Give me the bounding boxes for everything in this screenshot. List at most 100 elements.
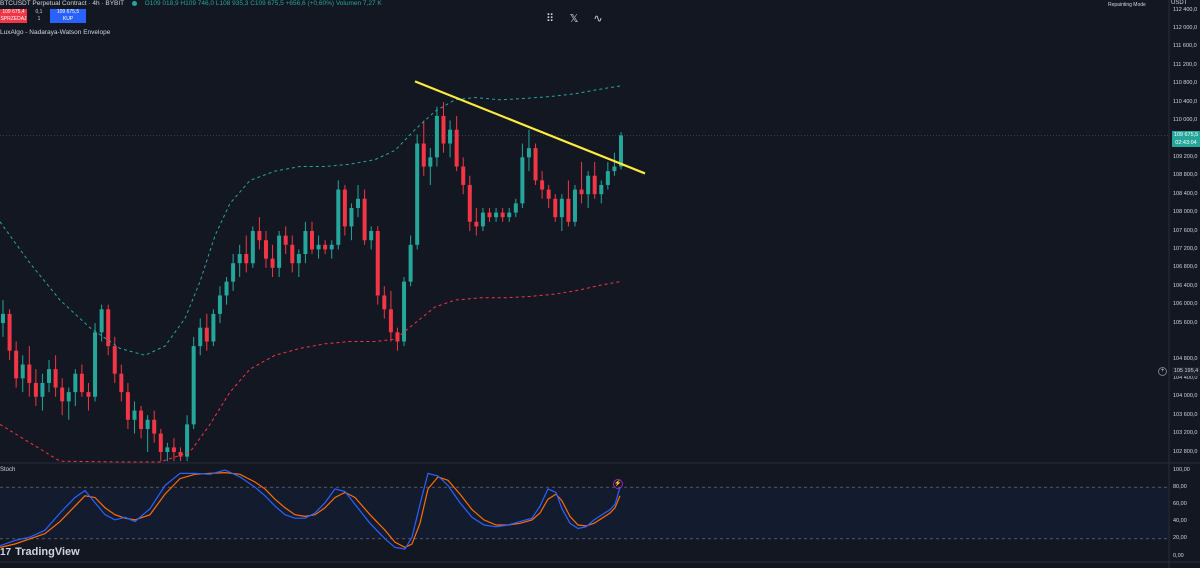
candle-body — [572, 189, 577, 222]
stoch-layer — [0, 469, 621, 550]
candle-body — [171, 447, 176, 452]
stoch-tick-label: 40,00 — [1173, 518, 1187, 525]
price-tick-label: 108 800,0 — [1173, 172, 1198, 179]
envelope-upper-line — [0, 85, 621, 356]
candle-body — [461, 166, 466, 185]
candle-body — [382, 295, 387, 310]
candle-body — [402, 281, 407, 342]
candle-body — [586, 175, 591, 195]
candle-body — [211, 313, 216, 342]
candle-body — [7, 313, 12, 351]
candle-body — [60, 387, 65, 402]
price-tick-label: 104 000,0 — [1173, 393, 1198, 400]
candle-body — [132, 410, 137, 420]
candle-body — [139, 410, 144, 429]
candle-body — [191, 346, 196, 425]
candle-body — [428, 157, 433, 167]
candle-body — [40, 382, 45, 397]
candle-body — [303, 231, 308, 255]
candles-layer — [1, 102, 623, 462]
candle-body — [421, 143, 426, 167]
candle-body — [316, 244, 321, 250]
candle-body — [86, 392, 91, 397]
price-tick-label: 109 200,0 — [1173, 153, 1198, 160]
spread-value: 0,1 — [35, 9, 43, 15]
candle-body — [185, 424, 190, 457]
repainting-label: Repainting Mode — [1108, 1, 1146, 8]
stoch-tick-label: 100,00 — [1173, 466, 1190, 473]
candle-body — [224, 281, 229, 296]
candle-body — [178, 452, 183, 457]
candle-body — [579, 189, 584, 195]
symbol-info[interactable]: BTCUSDT Perpetual Contract · 4h · BYBIT — [0, 0, 125, 7]
stoch-band — [0, 487, 1168, 539]
add-alert-icon[interactable]: + — [1158, 367, 1167, 376]
candle-body — [533, 148, 538, 181]
candle-body — [257, 231, 262, 241]
logo-text: TradingView — [15, 546, 80, 558]
price-tick-label: 111 200,0 — [1173, 61, 1197, 68]
stoch-tick-label: 20,00 — [1173, 535, 1187, 542]
candle-body — [375, 231, 380, 296]
candle-body — [566, 198, 571, 222]
candle-body — [93, 332, 98, 397]
candle-body — [434, 115, 439, 158]
candle-body — [474, 221, 479, 227]
candle-body — [270, 258, 275, 268]
stoch-d-line — [0, 471, 621, 549]
marked-price: 105 195,4 — [1172, 367, 1200, 376]
candle-body — [53, 369, 58, 388]
x-close-icon[interactable]: 𝕏 — [569, 12, 579, 25]
price-tick-label: 106 000,0 — [1173, 301, 1198, 308]
candle-body — [217, 295, 222, 314]
candle-body — [605, 171, 610, 185]
price-tick-label: 111 600,0 — [1173, 43, 1197, 50]
currency-label[interactable]: USDT — [1171, 0, 1188, 6]
stoch-k-line — [0, 469, 621, 550]
candle-body — [198, 327, 203, 347]
tradingview-logo[interactable]: 17 TradingView — [0, 546, 80, 558]
candle-body — [119, 373, 124, 393]
indicator-legend[interactable]: LuxAlgo - Nadaraya-Watson Envelope — [0, 29, 111, 36]
candle-body — [290, 244, 295, 264]
drag-handle-icon[interactable]: ⠿ — [545, 12, 555, 25]
quantity-value[interactable]: 1 — [37, 16, 41, 22]
tradingview-mark-icon: 17 — [0, 547, 12, 558]
price-tick-label: 104 400,0 — [1173, 374, 1198, 381]
candle-body — [323, 244, 328, 250]
envelope-layer — [0, 85, 1168, 463]
stoch-label[interactable]: Stoch — [0, 467, 16, 473]
lightning-icon[interactable]: ⚡ — [613, 479, 623, 489]
candle-body — [592, 175, 597, 195]
candle-body — [66, 392, 71, 402]
candle-body — [480, 212, 485, 227]
candle-body — [277, 235, 282, 268]
repainting-mode[interactable]: Repainting Mode — [1108, 0, 1146, 9]
trendline-layer[interactable] — [414, 80, 646, 175]
price-tick-label: 112 000,0 — [1173, 24, 1198, 31]
candle-body — [356, 198, 361, 208]
candle-body — [599, 184, 604, 195]
price-tick-label: 110 000,0 — [1173, 117, 1198, 123]
candle-body — [244, 254, 249, 264]
candle-body — [204, 327, 209, 342]
candle-body — [336, 189, 341, 245]
buy-button[interactable]: 109 675,5 KUP — [50, 9, 86, 23]
stoch-pane — [0, 462, 1200, 540]
candle-body — [408, 244, 413, 282]
current-price-tag: 109 675,5 02:43:04 — [1172, 131, 1200, 147]
candle-body — [362, 198, 367, 241]
candle-body — [1, 313, 5, 324]
candle-body — [152, 419, 157, 434]
candle-body — [441, 115, 446, 144]
candle-body — [526, 148, 531, 158]
sell-button[interactable]: 109 675,4 SPRZEDAJ — [0, 9, 27, 23]
price-tick-label: 112 400,0 — [1173, 6, 1198, 13]
candle-body — [145, 419, 150, 429]
candle-body — [250, 231, 255, 264]
candle-body — [388, 309, 393, 333]
wave-icon[interactable]: ∿ — [593, 12, 603, 25]
